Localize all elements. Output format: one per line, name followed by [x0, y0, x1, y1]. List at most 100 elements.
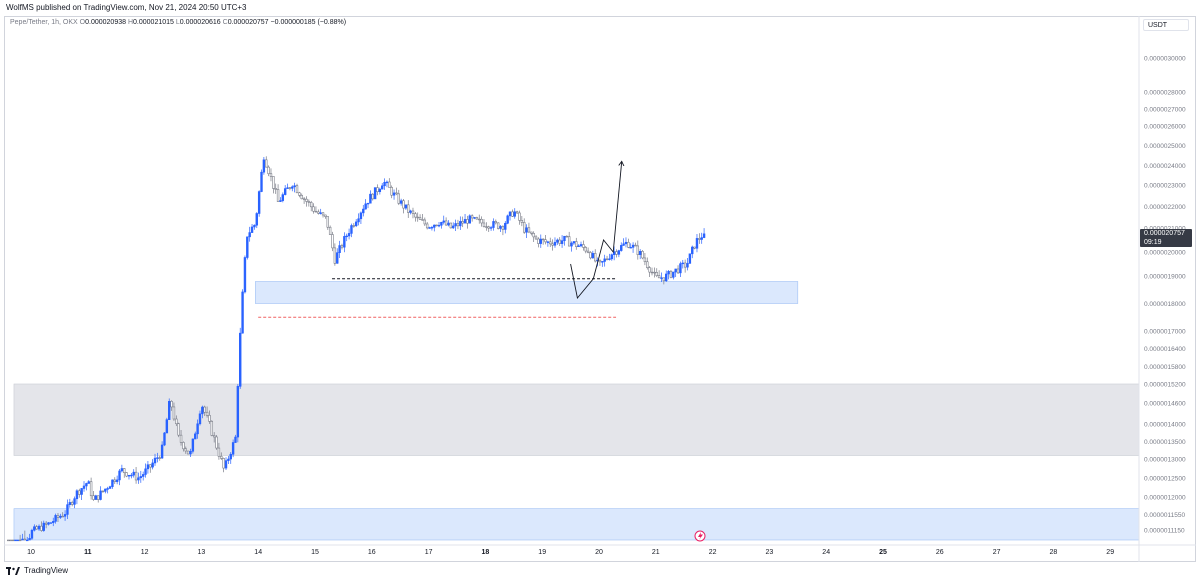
- demand-zone-upper[interactable]: [255, 281, 799, 304]
- candle: [598, 259, 602, 266]
- candle: [87, 480, 90, 484]
- candle: [317, 209, 320, 215]
- high-label: H: [127, 19, 134, 26]
- x-tick-label: 17: [425, 549, 433, 556]
- candle: [608, 253, 611, 261]
- candle: [66, 499, 69, 520]
- candle: [650, 267, 654, 276]
- candle: [49, 522, 53, 524]
- candle: [444, 217, 448, 226]
- symbol-label[interactable]: Pepe/Tether, 1h, OKX: [10, 19, 78, 26]
- candle: [106, 486, 109, 494]
- low-value: 0.000020616: [179, 19, 221, 26]
- candle: [243, 255, 247, 294]
- candle: [101, 490, 105, 493]
- currency-button[interactable]: USDT: [1143, 19, 1189, 31]
- demand-zone-lower[interactable]: [13, 508, 1140, 541]
- candle: [165, 417, 169, 434]
- y-tick-label: 0.0000018000: [1144, 301, 1186, 308]
- candle: [449, 222, 453, 229]
- candle: [433, 224, 436, 232]
- candle: [461, 216, 464, 228]
- candle: [246, 236, 249, 260]
- x-tick-label: 24: [822, 549, 830, 556]
- candle: [496, 222, 500, 230]
- candle: [196, 419, 199, 439]
- candle: [267, 165, 270, 177]
- candle: [28, 533, 31, 541]
- candle: [674, 268, 677, 278]
- candle: [260, 169, 263, 193]
- candle: [134, 467, 138, 484]
- candle: [97, 495, 100, 503]
- candle: [144, 463, 147, 478]
- candle: [85, 482, 88, 491]
- candle: [364, 199, 367, 210]
- candle: [359, 211, 363, 225]
- candle: [302, 196, 306, 204]
- y-tick-label: 0.0000013500: [1144, 439, 1186, 446]
- candle: [586, 247, 590, 254]
- candle: [288, 186, 292, 191]
- candle: [224, 457, 228, 471]
- candle: [321, 212, 325, 218]
- y-tick-label: 0.0000022000: [1144, 204, 1186, 211]
- candle: [563, 235, 566, 246]
- candle: [468, 214, 471, 224]
- last-price-value: 0.000020757: [1144, 230, 1185, 237]
- candle: [667, 269, 670, 280]
- candle: [21, 533, 24, 541]
- x-tick-label: 14: [254, 549, 262, 556]
- candle: [425, 221, 429, 230]
- lightning-event-icon[interactable]: [694, 530, 706, 542]
- candle: [700, 232, 703, 244]
- projection-arrow[interactable]: [570, 161, 622, 300]
- candle: [208, 410, 211, 424]
- candle: [179, 430, 183, 446]
- candle: [307, 199, 311, 207]
- x-tick-label: 15: [311, 549, 319, 556]
- candle: [428, 226, 431, 229]
- candle: [485, 222, 488, 231]
- candle: [466, 215, 469, 229]
- candle: [537, 237, 540, 248]
- candle: [120, 464, 124, 473]
- candle: [589, 251, 592, 260]
- candle: [357, 213, 360, 226]
- candle: [624, 237, 628, 248]
- candle: [653, 267, 656, 278]
- candle: [492, 218, 495, 231]
- candle: [388, 178, 391, 188]
- candle: [229, 452, 232, 464]
- candle: [558, 237, 561, 247]
- candle: [594, 249, 597, 263]
- candle: [153, 453, 157, 466]
- candle: [305, 196, 308, 207]
- candle: [18, 534, 22, 542]
- y-tick-label: 0.0000012500: [1144, 476, 1186, 483]
- candle: [442, 215, 445, 225]
- candle: [636, 240, 640, 260]
- candle: [601, 261, 604, 267]
- candle: [239, 327, 242, 389]
- candle: [9, 539, 12, 542]
- candle: [470, 214, 474, 222]
- candle: [194, 431, 197, 440]
- candle: [295, 183, 299, 194]
- candle: [30, 528, 34, 540]
- candle: [508, 211, 512, 221]
- candle: [423, 217, 427, 227]
- candle: [23, 530, 27, 541]
- candle: [662, 277, 666, 285]
- candle: [262, 157, 266, 175]
- candle: [407, 200, 410, 218]
- candle: [482, 218, 486, 228]
- candle: [177, 422, 180, 438]
- gray-zone-middle[interactable]: [13, 383, 1140, 456]
- close-value: 0.000020757: [227, 19, 269, 26]
- candle: [402, 198, 405, 214]
- last-price-tag: 0.000020757 09:19: [1140, 229, 1192, 247]
- candle: [54, 513, 57, 524]
- candle: [33, 524, 36, 532]
